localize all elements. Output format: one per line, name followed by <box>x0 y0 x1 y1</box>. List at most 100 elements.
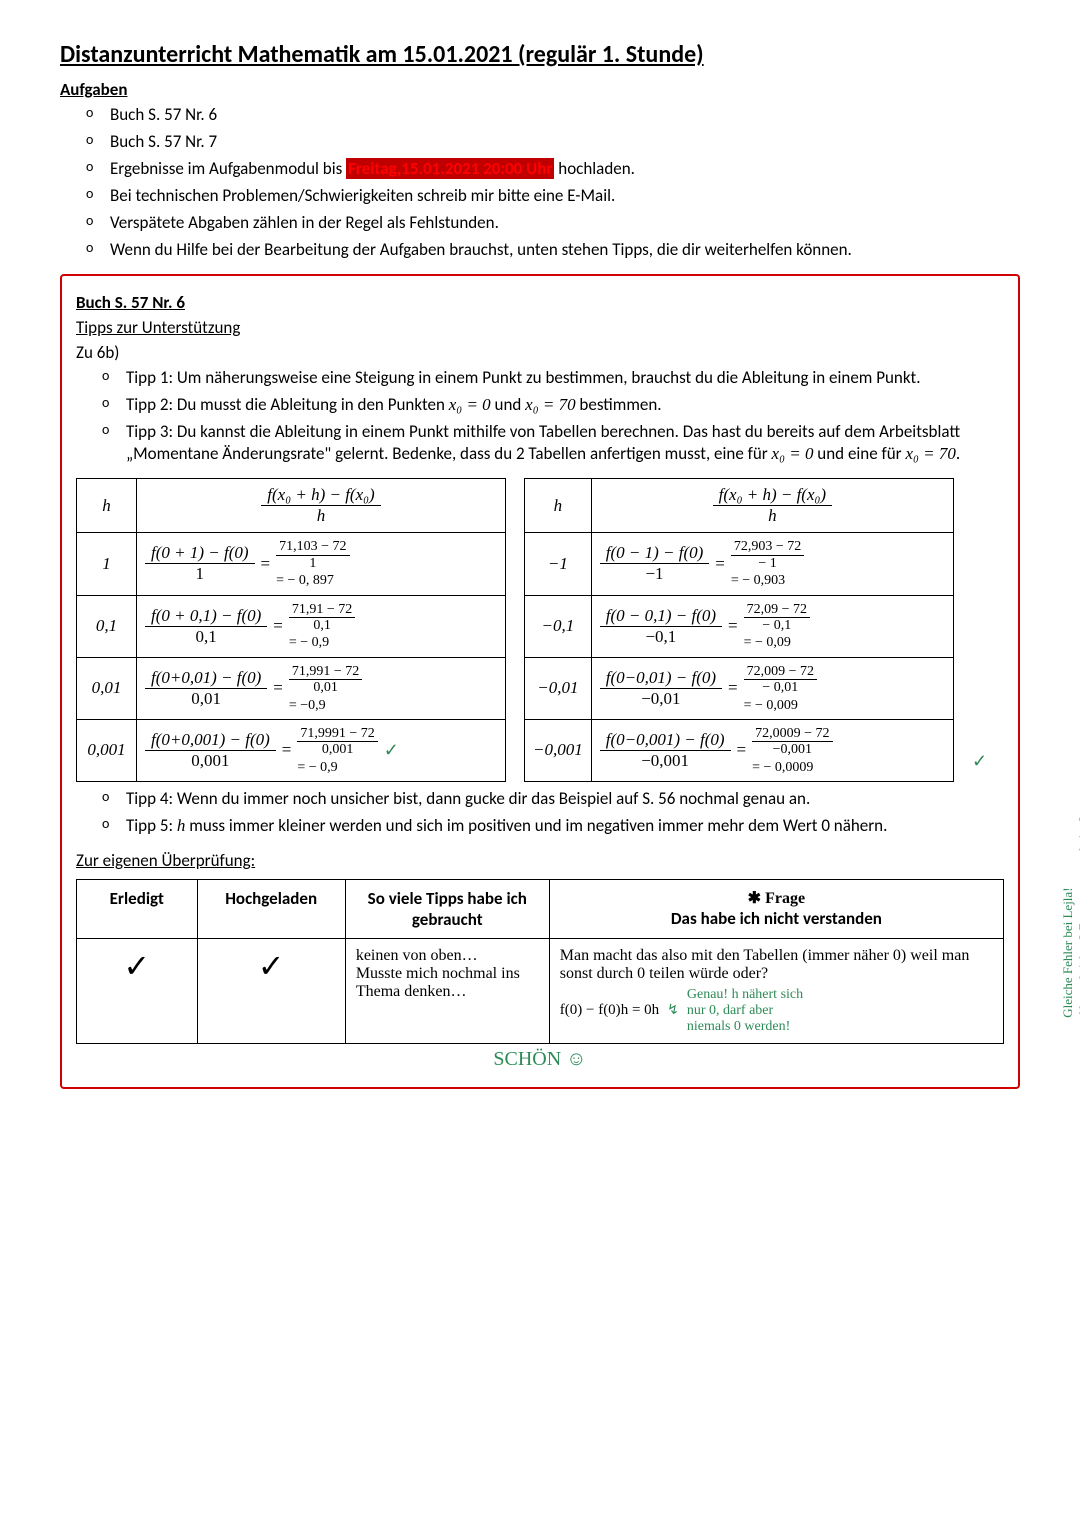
h-value: −0,1 <box>525 595 592 657</box>
diffq-num: f(x₀ + h) − f(x₀) <box>261 485 380 506</box>
side-note-line: Abgeschrieben? Zusammengearbeitet? <box>1076 816 1080 1018</box>
tip3-post: . <box>956 443 960 464</box>
tip-item: Tipp 3: Du kannst die Ableitung in einem… <box>126 421 1004 467</box>
calc-table-right: h f(x₀ + h) − f(x₀)h −1f(0 − 1) − f(0)−1… <box>524 478 954 782</box>
tips-subheading: Tipps zur Unterstützung <box>76 317 1004 338</box>
h-value: 0,001 <box>77 719 137 781</box>
tip2-pre: Tipp 2: Du musst die Ableitung in den Pu… <box>126 394 449 415</box>
formula-eq: = <box>632 1002 644 1018</box>
review-row: ✓ ✓ keinen von oben… Musste mich nochmal… <box>77 938 1004 1043</box>
table-row: 1f(0 + 1) − f(0)1 = 71,103 − 721= − 0, 8… <box>77 533 506 595</box>
upload-post: hochladen. <box>554 158 635 179</box>
h-value: −1 <box>525 533 592 595</box>
side-note-line: Gleiche Fehler bei Lejla! <box>1060 887 1075 1017</box>
math-x0: x₀ = 0 <box>449 395 491 414</box>
h-header: h <box>102 496 111 515</box>
teacher-check-icon: ✓ <box>384 740 399 761</box>
frage-sub: Das habe ich nicht verstanden <box>560 908 993 929</box>
diffq-cell: f(0−0,01) − f(0)−0,01 = 72,009 − 72− 0,0… <box>591 657 953 719</box>
tip2-mid: und <box>491 394 525 415</box>
task-item-upload: Ergebnisse im Aufgabenmodul bis Freitag,… <box>110 158 1020 181</box>
diffq-num: f(x₀ + h) − f(x₀) <box>713 485 832 506</box>
teacher-schoen: SCHÖN ☺ <box>76 1048 1004 1071</box>
calc-tables-row: h f(x₀ + h) − f(x₀)h 1f(0 + 1) − f(0)1 =… <box>76 478 1004 782</box>
teacher-answer: Genau! h nähert sich nur 0, darf aber ni… <box>687 987 803 1035</box>
calc-table-left: h f(x₀ + h) − f(x₀)h 1f(0 + 1) − f(0)1 =… <box>76 478 506 782</box>
page-title: Distanzunterricht Mathematik am 15.01.20… <box>60 40 1020 69</box>
diffq-den: h <box>261 506 380 526</box>
tip5-post: muss immer kleiner werden und sich im po… <box>185 815 887 836</box>
diffq-header: f(x₀ + h) − f(x₀)h <box>137 479 506 533</box>
h-value: −0,01 <box>525 657 592 719</box>
table-row: 0,001f(0+0,001) − f(0)0,001 = 71,9991 − … <box>77 719 506 781</box>
table-row: 0,1f(0 + 0,1) − f(0)0,1 = 71,91 − 720,1=… <box>77 595 506 657</box>
tip2-post: bestimmen. <box>576 394 662 415</box>
h-header: h <box>554 496 563 515</box>
tip-item: Tipp 1: Um näherungsweise eine Steigung … <box>126 367 1004 390</box>
h-value: 0,1 <box>77 595 137 657</box>
erledigt-check: ✓ <box>77 938 198 1043</box>
teacher-line: nur 0, darf aber <box>687 1003 773 1018</box>
aufgaben-heading: Aufgaben <box>60 79 1020 100</box>
table-row: 0,01f(0+0,01) − f(0)0,01 = 71,991 − 720,… <box>77 657 506 719</box>
frage-star: ✱ Frage <box>560 888 993 908</box>
task-item: Buch S. 57 Nr. 6 <box>110 104 1020 127</box>
formula-rden: h <box>652 1002 660 1018</box>
diffq-cell: f(0 − 1) − f(0)−1 = 72,903 − 72− 1= − 0,… <box>591 533 953 595</box>
teacher-check-icon: ✓ <box>972 751 987 771</box>
review-heading: Zur eigenen Überprüfung: <box>76 850 1004 871</box>
frage-cell: Man macht das also mit den Tabellen (imm… <box>549 938 1003 1043</box>
teacher-line: niemals 0 werden! <box>687 1019 790 1034</box>
diffq-cell: f(0 + 1) − f(0)1 = 71,103 − 721= − 0, 89… <box>137 533 506 595</box>
h-value: 1 <box>77 533 137 595</box>
review-table: Erledigt Hochgeladen So viele Tipps habe… <box>76 879 1004 1044</box>
table-row: −0,01f(0−0,01) − f(0)−0,01 = 72,009 − 72… <box>525 657 954 719</box>
h-value: −0,001 <box>525 719 592 781</box>
task-item: Bei technischen Problemen/Schwierigkeite… <box>110 185 1020 208</box>
deadline-highlight: Freitag,15.01.2021 20:00 Uhr <box>346 158 554 179</box>
formula-num: f(0) − f(0) <box>560 1002 621 1018</box>
h-value: 0,01 <box>77 657 137 719</box>
task-item: Buch S. 57 Nr. 7 <box>110 131 1020 154</box>
tip5-pre: Tipp 5: <box>126 815 177 836</box>
diffq-cell: f(0 − 0,1) − f(0)−0,1 = 72,09 − 72− 0,1=… <box>591 595 953 657</box>
review-col-tipps: So viele Tipps habe ich gebraucht <box>345 879 549 938</box>
math-x0: x₀ = 0 <box>772 444 814 463</box>
student-question: Man macht das also mit den Tabellen (imm… <box>560 947 993 983</box>
table-row: −0,001f(0−0,001) − f(0)−0,001 = 72,0009 … <box>525 719 954 781</box>
hochgeladen-check: ✓ <box>197 938 345 1043</box>
tip-item: Tipp 5: h muss immer kleiner werden und … <box>126 815 1004 838</box>
review-col-hochgeladen: Hochgeladen <box>197 879 345 938</box>
review-col-erledigt: Erledigt <box>77 879 198 938</box>
diffq-den: h <box>713 506 832 526</box>
diffq-cell: f(0−0,001) − f(0)−0,001 = 72,0009 − 72−0… <box>591 719 953 781</box>
teacher-arrow-icon: ↯ <box>667 1002 679 1019</box>
diffq-cell: f(0 + 0,1) − f(0)0,1 = 71,91 − 720,1= − … <box>137 595 506 657</box>
student-formula: f(0) − f(0)h = 0h <box>560 1002 659 1019</box>
diffq-header: f(x₀ + h) − f(x₀)h <box>591 479 953 533</box>
review-col-frage: ✱ Frage Das habe ich nicht verstanden <box>549 879 1003 938</box>
math-x0: x₀ = 70 <box>905 444 955 463</box>
tips-list-2: Tipp 4: Wenn du immer noch unsicher bist… <box>76 788 1004 838</box>
teacher-side-note: Gleiche Fehler bei Lejla! Abgeschrieben?… <box>1060 816 1080 1018</box>
table-row: −1f(0 − 1) − f(0)−1 = 72,903 − 72− 1= − … <box>525 533 954 595</box>
diffq-cell: f(0+0,01) − f(0)0,01 = 71,991 − 720,01= … <box>137 657 506 719</box>
teacher-line: Genau! h nähert sich <box>687 987 803 1002</box>
tips-list: Tipp 1: Um näherungsweise eine Steigung … <box>76 367 1004 467</box>
tasks-list: Buch S. 57 Nr. 6 Buch S. 57 Nr. 7 Ergebn… <box>60 104 1020 262</box>
tip-item: Tipp 4: Wenn du immer noch unsicher bist… <box>126 788 1004 811</box>
upload-pre: Ergebnisse im Aufgabenmodul bis <box>110 158 346 179</box>
formula-den: h <box>621 1002 629 1018</box>
zu-6b-label: Zu 6b) <box>76 342 1004 363</box>
task-item: Wenn du Hilfe bei der Bearbeitung der Au… <box>110 239 1020 262</box>
tip-item: Tipp 2: Du musst die Ableitung in den Pu… <box>126 394 1004 417</box>
math-x0: x₀ = 70 <box>525 395 575 414</box>
task-item: Verspätete Abgaben zählen in der Regel a… <box>110 212 1020 235</box>
diffq-cell: f(0+0,001) − f(0)0,001 = 71,9991 − 720,0… <box>137 719 506 781</box>
table-row: −0,1f(0 − 0,1) − f(0)−0,1 = 72,09 − 72− … <box>525 595 954 657</box>
tips-box: Buch S. 57 Nr. 6 Tipps zur Unterstützung… <box>60 274 1020 1089</box>
box-heading: Buch S. 57 Nr. 6 <box>76 292 1004 313</box>
tipps-used-hand: keinen von oben… Musste mich nochmal ins… <box>345 938 549 1043</box>
tip3-mid: und eine für <box>813 443 905 464</box>
formula-rnum: 0 <box>644 1002 652 1018</box>
